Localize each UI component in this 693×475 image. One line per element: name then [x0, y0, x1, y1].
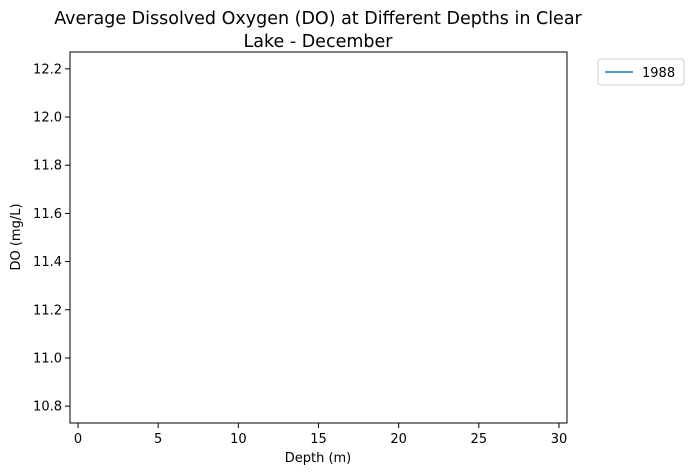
x-tick-label: 30 [551, 432, 568, 447]
chart-title-line-1: Average Dissolved Oxygen (DO) at Differe… [54, 9, 582, 29]
chart-title: Average Dissolved Oxygen (DO) at Differe… [54, 9, 582, 52]
legend: 1988 [597, 58, 685, 86]
y-tick-label: 11.6 [33, 207, 62, 222]
x-axis-title: Depth (m) [285, 451, 352, 466]
plot-area [69, 51, 568, 424]
y-tick-label: 12.2 [33, 62, 62, 77]
y-tick-label: 11.8 [33, 159, 62, 174]
y-tick-label: 11.4 [33, 255, 62, 270]
x-tick-label: 5 [154, 432, 162, 447]
y-tick-label: 11.2 [33, 303, 62, 318]
x-tick-label: 25 [471, 432, 488, 447]
plot-frame [69, 51, 568, 424]
y-axis-title: DO (mg/L) [9, 203, 24, 270]
x-axis: 0 5 10 15 20 25 30 [74, 423, 567, 447]
x-tick-label: 10 [230, 432, 247, 447]
x-tick-label: 15 [310, 432, 327, 447]
y-tick-label: 11.0 [33, 351, 62, 366]
y-tick-label: 12.0 [33, 111, 62, 126]
x-tick-label: 20 [390, 432, 407, 447]
legend-box [597, 58, 685, 86]
chart-title-line-2: Lake - December [244, 32, 394, 52]
legend-label-1988: 1988 [642, 66, 675, 81]
x-tick-label: 0 [74, 432, 82, 447]
y-axis: 10.8 11.0 11.2 11.4 11.6 11.8 12.0 12.2 [33, 62, 70, 415]
y-tick-label: 10.8 [33, 400, 62, 415]
